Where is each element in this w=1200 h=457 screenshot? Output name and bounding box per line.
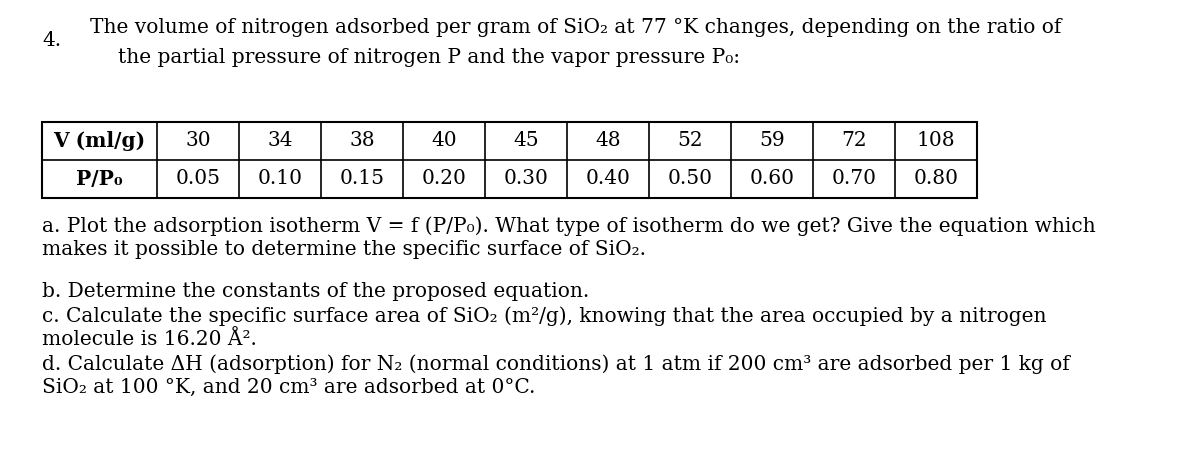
Text: 40: 40	[431, 132, 457, 150]
Text: 0.70: 0.70	[832, 170, 876, 188]
Text: 0.50: 0.50	[667, 170, 713, 188]
Bar	[42, 122, 977, 198]
Text: d. Calculate ΔH (adsorption) for N₂ (normal conditions) at 1 atm if 200 cm³ are : d. Calculate ΔH (adsorption) for N₂ (nor…	[42, 354, 1069, 374]
Text: 0.80: 0.80	[913, 170, 959, 188]
Text: 45: 45	[514, 132, 539, 150]
Text: 4.: 4.	[42, 31, 61, 50]
Text: b. Determine the constants of the proposed equation.: b. Determine the constants of the propos…	[42, 282, 589, 301]
Text: The volume of nitrogen adsorbed per gram of SiO₂ at 77 °K changes, depending on : The volume of nitrogen adsorbed per gram…	[90, 18, 1061, 37]
Text: c. Calculate the specific surface area of SiO₂ (m²/g), knowing that the area occ: c. Calculate the specific surface area o…	[42, 306, 1046, 326]
Text: 0.20: 0.20	[421, 170, 467, 188]
Text: molecule is 16.20 Å².: molecule is 16.20 Å².	[42, 330, 257, 349]
Text: 0.15: 0.15	[340, 170, 384, 188]
Text: 72: 72	[841, 132, 866, 150]
Text: SiO₂ at 100 °K, and 20 cm³ are adsorbed at 0°C.: SiO₂ at 100 °K, and 20 cm³ are adsorbed …	[42, 378, 535, 397]
Text: 30: 30	[185, 132, 211, 150]
Text: 48: 48	[595, 132, 620, 150]
Text: makes it possible to determine the specific surface of SiO₂.: makes it possible to determine the speci…	[42, 240, 646, 259]
Text: 0.05: 0.05	[175, 170, 221, 188]
Text: 34: 34	[268, 132, 293, 150]
Text: 108: 108	[917, 132, 955, 150]
Text: a. Plot the adsorption isotherm V = f (P/P₀). What type of isotherm do we get? G: a. Plot the adsorption isotherm V = f (P…	[42, 216, 1096, 236]
Text: 38: 38	[349, 132, 374, 150]
Text: 52: 52	[677, 132, 703, 150]
Text: the partial pressure of nitrogen P and the vapor pressure P₀:: the partial pressure of nitrogen P and t…	[118, 48, 740, 67]
Text: 0.60: 0.60	[750, 170, 794, 188]
Text: 0.10: 0.10	[258, 170, 302, 188]
Text: P/P₀: P/P₀	[76, 169, 122, 189]
Text: 0.30: 0.30	[504, 170, 548, 188]
Text: V (ml/g): V (ml/g)	[54, 131, 145, 151]
Text: 59: 59	[760, 132, 785, 150]
Text: 0.40: 0.40	[586, 170, 630, 188]
